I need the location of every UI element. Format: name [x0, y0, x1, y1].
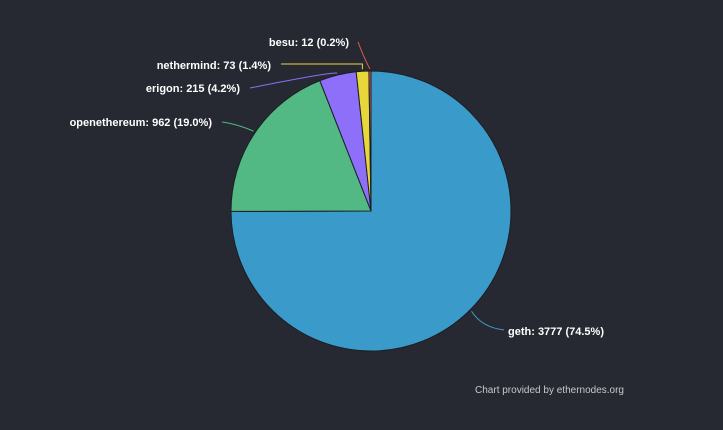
pie-slice-besu[interactable] [368, 70, 372, 212]
slice-label-nethermind: nethermind: 73 (1.4%) [157, 60, 272, 72]
connector-geth [471, 311, 505, 331]
chart-credit[interactable]: Chart provided by ethernodes.org [475, 385, 624, 396]
label-connectors [221, 41, 505, 331]
slice-label-geth: geth: 3777 (74.5%) [508, 326, 604, 338]
pie-slice-geth[interactable] [230, 70, 512, 352]
pie-slices [230, 70, 512, 352]
connector-openethereum [221, 121, 254, 132]
slice-labels: geth: 3777 (74.5%) openethereum: 962 (19.… [70, 37, 605, 338]
slice-label-besu: besu: 12 (0.2%) [269, 37, 349, 49]
pie-slice-openethereum[interactable] [230, 80, 372, 212]
connector-erigon [249, 72, 338, 89]
connector-nethermind [281, 63, 363, 70]
slice-label-erigon: erigon: 215 (4.2%) [146, 83, 240, 95]
slice-label-openethereum: openethereum: 962 (19.0%) [70, 117, 213, 129]
connector-besu [357, 41, 371, 70]
